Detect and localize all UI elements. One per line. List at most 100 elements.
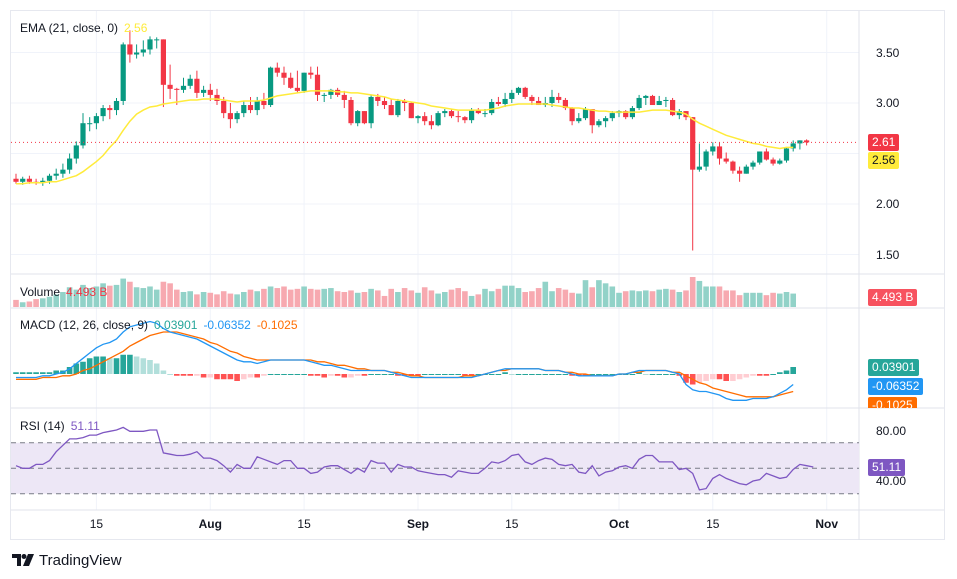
candle-body	[201, 89, 207, 93]
macd-histogram-bar	[241, 374, 247, 380]
candle-body	[710, 146, 716, 152]
candle-body	[690, 117, 696, 170]
candle-body	[254, 100, 260, 111]
candle-body	[301, 72, 307, 91]
macd-histogram-bar	[19, 372, 26, 374]
candle-body	[194, 78, 200, 93]
volume-bar	[33, 299, 39, 307]
volume-bar	[247, 289, 254, 307]
ema-line	[16, 90, 794, 185]
macd-histogram-bar	[663, 374, 669, 375]
candle-body	[743, 166, 749, 174]
volume-bar	[763, 295, 770, 307]
volume-bar	[522, 292, 528, 307]
volume-bar	[448, 289, 455, 307]
volume-bar	[468, 295, 475, 307]
candle-body	[174, 88, 180, 90]
candle-body	[509, 92, 515, 99]
macd-histogram-bar	[716, 374, 723, 380]
candle-body	[375, 96, 381, 101]
candle-body	[180, 85, 187, 90]
macd-histogram-bar	[314, 374, 321, 376]
macd-histogram-bar	[569, 374, 575, 376]
macd-histogram-bar	[656, 374, 662, 375]
volume-bar	[589, 287, 595, 307]
volume-bar	[549, 291, 555, 307]
macd-histogram-bar	[100, 356, 106, 374]
candle-body	[207, 89, 213, 95]
volume-legend-label: Volume	[20, 285, 61, 299]
volume-bar	[334, 291, 341, 307]
candle-body	[154, 39, 160, 41]
volume-bar	[341, 292, 348, 307]
macd-histogram-bar	[703, 374, 709, 381]
candle-body	[402, 100, 408, 103]
volume-bar	[321, 288, 327, 307]
candle-body	[770, 159, 776, 164]
macd-lines	[16, 320, 794, 401]
candle-body	[73, 145, 79, 159]
candle-body	[127, 44, 133, 55]
volume-bar	[348, 290, 354, 307]
volume-bar	[582, 280, 589, 307]
signal-tag-clip: -0.1025	[868, 397, 948, 408]
volume-bar	[723, 290, 729, 307]
signal-tag: -0.1025	[868, 397, 917, 408]
volume-bar	[676, 292, 683, 307]
volume-bars	[13, 277, 796, 307]
brand-name: TradingView	[39, 551, 122, 569]
rsi-path	[15, 426, 814, 491]
macd-histogram-bar	[442, 374, 448, 375]
macd-histogram-bar	[86, 358, 93, 374]
volume-bar	[542, 281, 549, 307]
candle-body	[750, 162, 756, 167]
candle-body	[716, 146, 723, 159]
candle-body	[26, 178, 32, 182]
macd-histogram-bar	[107, 358, 113, 374]
volume-bar	[783, 292, 790, 307]
candle-body	[261, 100, 267, 106]
macd-histogram-bar	[267, 374, 274, 375]
candle-body	[308, 72, 314, 75]
volume-bar	[80, 284, 86, 307]
macd-histogram-bar	[535, 374, 542, 375]
candle-body	[234, 113, 240, 120]
macd-histogram-bar	[294, 374, 301, 375]
macd-histogram-bar	[147, 360, 153, 374]
ema-legend-label: EMA (21, close, 0)	[20, 21, 119, 35]
macd-histogram-bar	[562, 374, 569, 375]
tradingview-logo[interactable]: TradingView	[12, 550, 122, 570]
macd-histogram-bar	[160, 370, 167, 374]
candle-body	[46, 175, 53, 181]
volume-bar	[515, 288, 522, 307]
macd-histogram-bar	[609, 374, 616, 375]
macd-histogram-bar	[529, 374, 535, 375]
ema-legend[interactable]: EMA (21, close, 0) 2.56	[20, 21, 153, 35]
candle-body	[281, 72, 287, 78]
volume-bar	[790, 293, 796, 307]
volume-bar	[140, 288, 147, 307]
macd-histogram-bar	[301, 374, 307, 375]
rsi-legend[interactable]: RSI (14) 51.11	[20, 419, 106, 433]
macd-histogram-bar	[669, 374, 676, 375]
rsi-line	[15, 426, 814, 491]
time-tick-label: Oct	[608, 517, 630, 531]
volume-bar	[502, 285, 508, 307]
volume-legend[interactable]: Volume 4.493 B	[20, 285, 113, 299]
volume-bar	[147, 286, 153, 307]
macd-histogram-bar	[448, 374, 455, 375]
time-tick-label: 15	[297, 517, 311, 531]
macd-histogram-bar	[522, 374, 528, 375]
macd-legend[interactable]: MACD (12, 26, close, 9) 0.03901 -0.06352 -0…	[20, 318, 304, 332]
macd-histogram-bar	[214, 374, 220, 380]
candle-body	[777, 160, 783, 164]
volume-bar	[187, 291, 193, 307]
candle-body	[703, 151, 709, 167]
volume-bar	[19, 302, 26, 307]
macd-histogram-bar	[763, 374, 770, 376]
volume-bar	[200, 292, 207, 307]
macd-histogram-bar	[408, 374, 415, 376]
volume-bar	[730, 290, 736, 307]
candle-body	[676, 111, 682, 116]
